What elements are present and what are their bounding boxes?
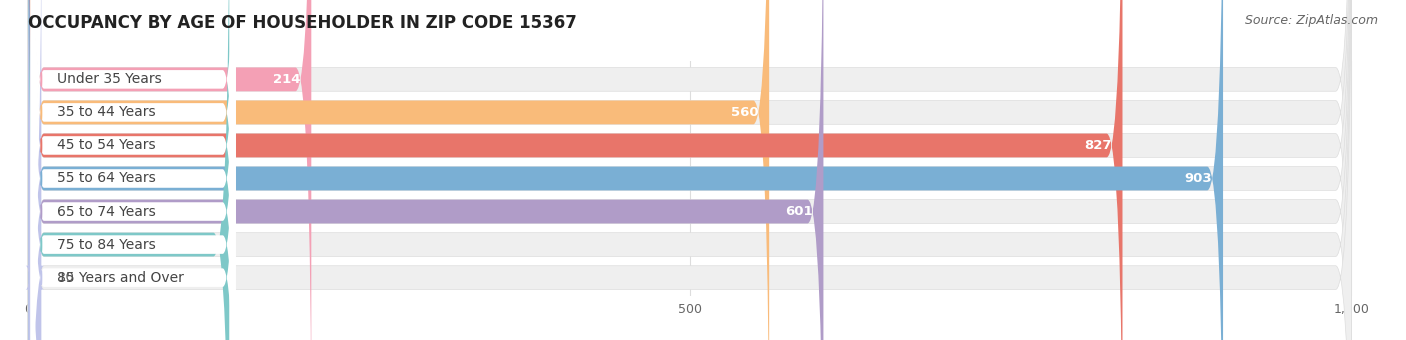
FancyBboxPatch shape bbox=[25, 0, 44, 340]
Text: 85 Years and Over: 85 Years and Over bbox=[58, 271, 184, 285]
Text: 65 to 74 Years: 65 to 74 Years bbox=[58, 205, 156, 219]
FancyBboxPatch shape bbox=[31, 0, 236, 340]
FancyBboxPatch shape bbox=[28, 0, 1351, 340]
Text: 75 to 84 Years: 75 to 84 Years bbox=[58, 238, 156, 252]
FancyBboxPatch shape bbox=[28, 0, 824, 340]
Text: Under 35 Years: Under 35 Years bbox=[58, 72, 162, 86]
Text: 45 to 54 Years: 45 to 54 Years bbox=[58, 138, 156, 152]
FancyBboxPatch shape bbox=[31, 0, 236, 340]
FancyBboxPatch shape bbox=[28, 0, 769, 340]
Text: 560: 560 bbox=[731, 106, 759, 119]
FancyBboxPatch shape bbox=[28, 0, 1351, 340]
Text: 55 to 64 Years: 55 to 64 Years bbox=[58, 171, 156, 186]
Text: 903: 903 bbox=[1185, 172, 1212, 185]
FancyBboxPatch shape bbox=[28, 0, 1351, 340]
Text: 10: 10 bbox=[58, 271, 75, 284]
Text: 214: 214 bbox=[273, 73, 301, 86]
FancyBboxPatch shape bbox=[31, 0, 236, 340]
FancyBboxPatch shape bbox=[28, 0, 1223, 340]
FancyBboxPatch shape bbox=[28, 0, 311, 340]
Text: 827: 827 bbox=[1084, 139, 1112, 152]
FancyBboxPatch shape bbox=[28, 0, 1351, 340]
FancyBboxPatch shape bbox=[28, 0, 1122, 340]
Text: Source: ZipAtlas.com: Source: ZipAtlas.com bbox=[1244, 14, 1378, 27]
FancyBboxPatch shape bbox=[28, 0, 229, 340]
FancyBboxPatch shape bbox=[28, 0, 1351, 340]
Text: 35 to 44 Years: 35 to 44 Years bbox=[58, 105, 156, 119]
FancyBboxPatch shape bbox=[31, 0, 236, 340]
FancyBboxPatch shape bbox=[28, 0, 1351, 340]
Text: 152: 152 bbox=[191, 238, 219, 251]
FancyBboxPatch shape bbox=[31, 0, 236, 340]
FancyBboxPatch shape bbox=[28, 0, 1351, 340]
FancyBboxPatch shape bbox=[31, 0, 236, 340]
Text: 601: 601 bbox=[785, 205, 813, 218]
FancyBboxPatch shape bbox=[31, 0, 236, 340]
Text: OCCUPANCY BY AGE OF HOUSEHOLDER IN ZIP CODE 15367: OCCUPANCY BY AGE OF HOUSEHOLDER IN ZIP C… bbox=[28, 14, 576, 32]
